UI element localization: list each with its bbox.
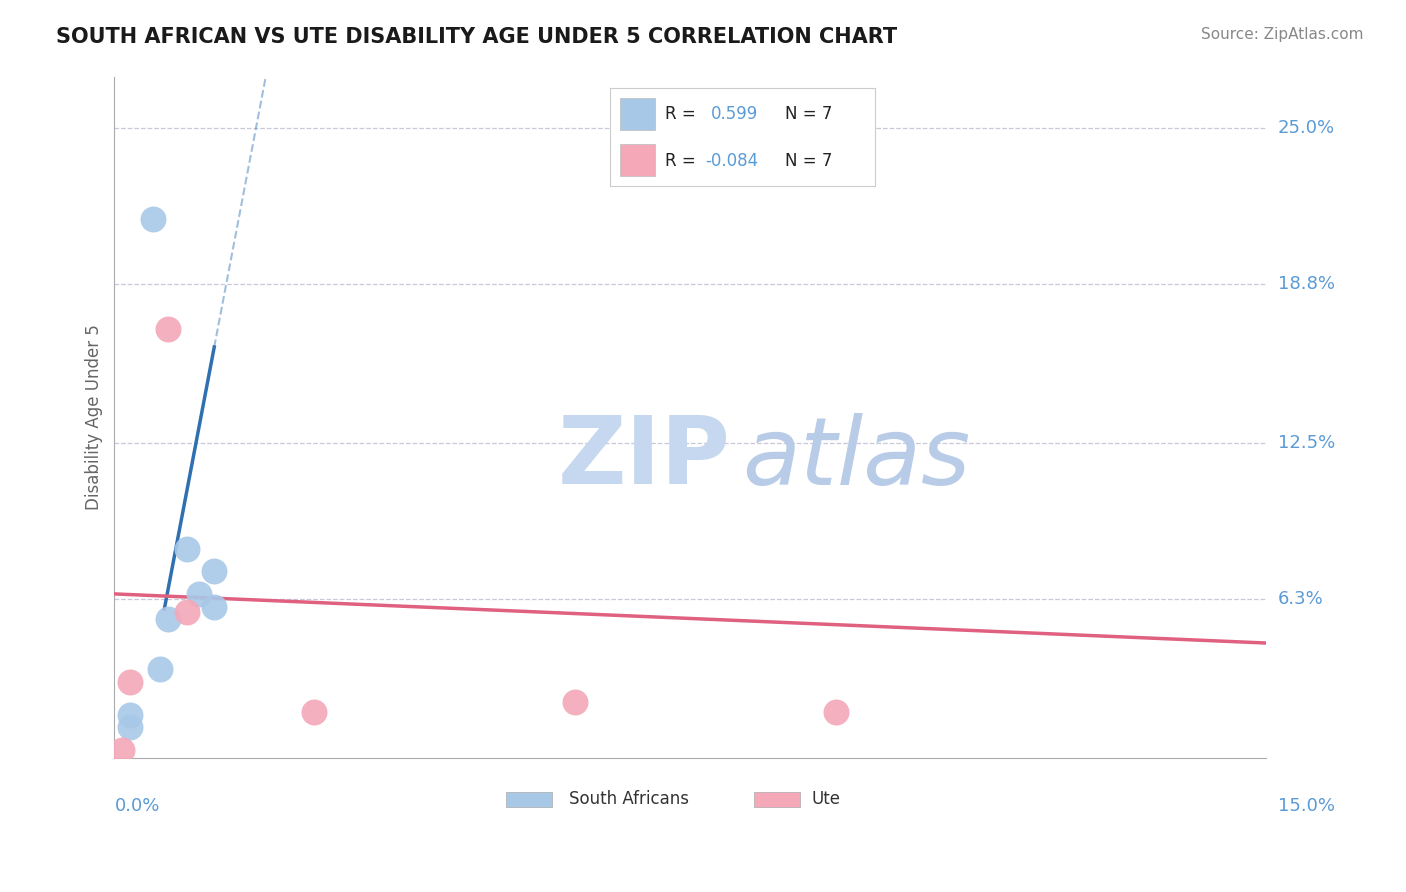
Point bbox=[142, 211, 165, 226]
Text: 25.0%: 25.0% bbox=[1278, 119, 1334, 136]
Y-axis label: Disability Age Under 5: Disability Age Under 5 bbox=[86, 325, 103, 510]
Point bbox=[149, 663, 172, 677]
Text: ZIP: ZIP bbox=[558, 412, 731, 504]
Text: Ute: Ute bbox=[811, 790, 841, 808]
Text: 12.5%: 12.5% bbox=[1278, 434, 1334, 451]
Point bbox=[118, 675, 141, 690]
Point bbox=[118, 707, 141, 722]
Point bbox=[157, 322, 180, 336]
Text: South Africans: South Africans bbox=[569, 790, 689, 808]
Point bbox=[176, 605, 198, 619]
Point bbox=[111, 743, 134, 757]
Point bbox=[118, 721, 141, 735]
Point bbox=[564, 695, 586, 709]
Text: SOUTH AFRICAN VS UTE DISABILITY AGE UNDER 5 CORRELATION CHART: SOUTH AFRICAN VS UTE DISABILITY AGE UNDE… bbox=[56, 27, 897, 46]
Point bbox=[187, 587, 209, 601]
Point bbox=[202, 599, 225, 614]
Text: 18.8%: 18.8% bbox=[1278, 275, 1334, 293]
FancyBboxPatch shape bbox=[506, 792, 553, 807]
Point bbox=[202, 564, 225, 578]
Text: 15.0%: 15.0% bbox=[1278, 797, 1334, 814]
FancyBboxPatch shape bbox=[754, 792, 800, 807]
Text: 6.3%: 6.3% bbox=[1278, 590, 1323, 608]
Text: atlas: atlas bbox=[742, 413, 970, 504]
Point bbox=[302, 706, 325, 720]
Point bbox=[176, 541, 198, 556]
Text: Source: ZipAtlas.com: Source: ZipAtlas.com bbox=[1201, 27, 1364, 42]
Point bbox=[157, 612, 180, 626]
Text: 0.0%: 0.0% bbox=[114, 797, 160, 814]
Point bbox=[825, 706, 848, 720]
